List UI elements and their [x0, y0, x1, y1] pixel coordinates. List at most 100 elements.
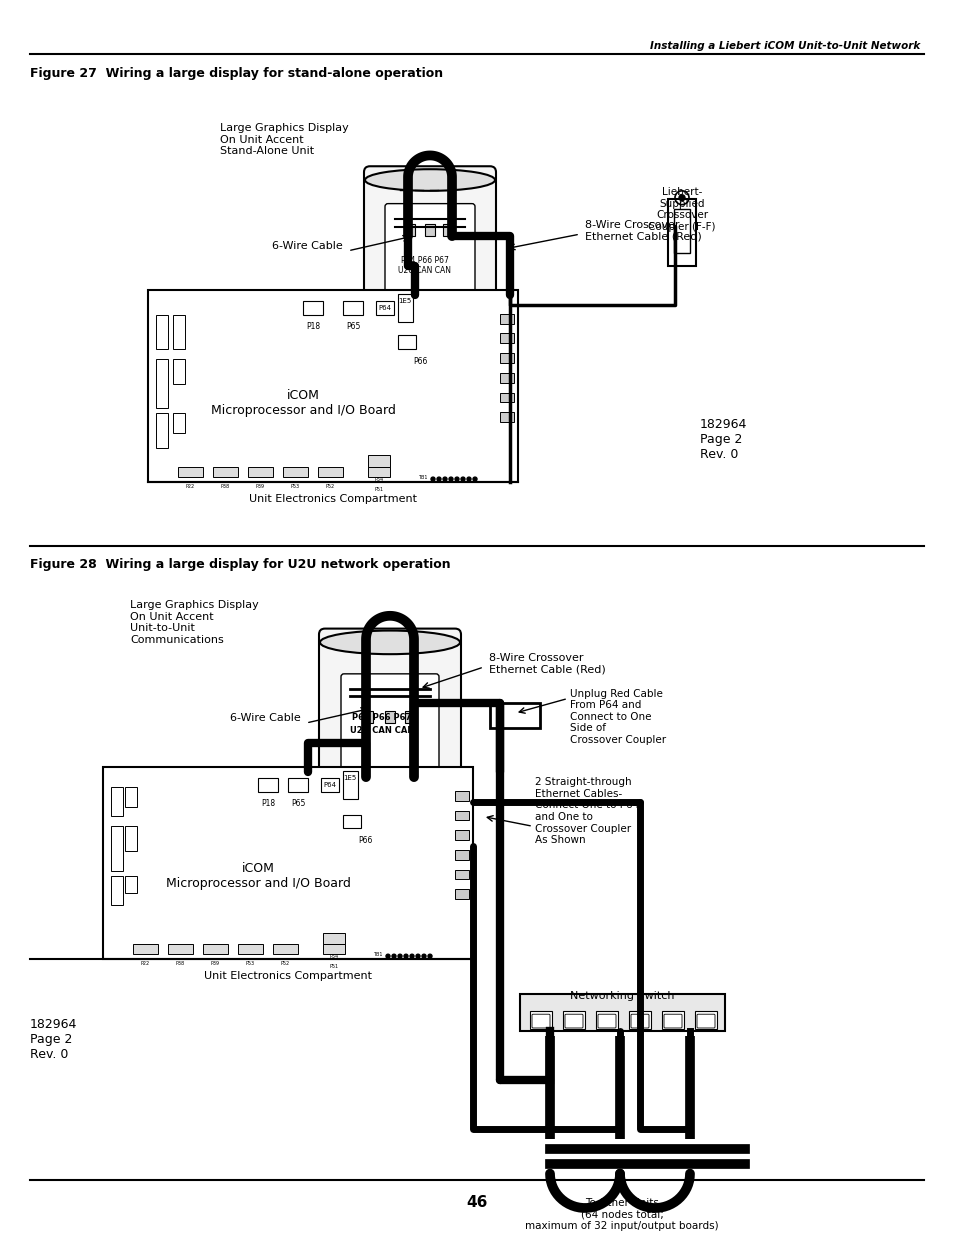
FancyBboxPatch shape	[385, 204, 475, 298]
Text: P54: P54	[329, 955, 338, 960]
Text: P64: P64	[323, 782, 336, 788]
Bar	[156, 315, 168, 350]
Bar	[125, 787, 137, 806]
Bar	[397, 294, 413, 321]
Bar	[172, 315, 185, 350]
Circle shape	[428, 955, 432, 958]
Text: P66: P66	[413, 357, 427, 366]
Text: P52: P52	[325, 484, 335, 489]
Bar	[519, 993, 724, 1031]
Text: 8-Wire Crossover
Ethernet Cable (Red): 8-Wire Crossover Ethernet Cable (Red)	[584, 220, 701, 242]
FancyBboxPatch shape	[630, 1014, 648, 1028]
Bar	[168, 945, 193, 955]
Text: P53: P53	[245, 961, 254, 966]
FancyBboxPatch shape	[598, 1014, 616, 1028]
Bar	[455, 889, 469, 899]
Text: P66: P66	[357, 836, 372, 845]
Circle shape	[473, 477, 476, 482]
Bar	[673, 209, 689, 253]
Bar	[317, 467, 343, 477]
Bar	[530, 1011, 552, 1029]
Circle shape	[410, 955, 414, 958]
Bar	[499, 373, 514, 383]
Text: P18: P18	[261, 799, 274, 808]
Bar	[455, 830, 469, 840]
Text: P39: P39	[211, 961, 219, 966]
Bar	[323, 932, 345, 945]
Bar	[103, 767, 473, 960]
Bar	[667, 199, 696, 266]
Bar	[596, 1011, 618, 1029]
Bar	[323, 945, 345, 955]
Circle shape	[421, 955, 426, 958]
Circle shape	[416, 955, 419, 958]
FancyBboxPatch shape	[564, 1014, 582, 1028]
Circle shape	[455, 477, 458, 482]
Bar	[499, 393, 514, 403]
Text: P39: P39	[255, 484, 264, 489]
Circle shape	[436, 477, 440, 482]
Text: 6-Wire Cable: 6-Wire Cable	[230, 713, 301, 724]
Text: P54: P54	[374, 477, 383, 482]
Text: Large Graphics Display
On Unit Accent
Unit-to-Unit
Communications: Large Graphics Display On Unit Accent Un…	[130, 600, 258, 645]
Circle shape	[449, 477, 453, 482]
Bar	[156, 414, 168, 447]
Circle shape	[392, 955, 395, 958]
Bar	[257, 778, 277, 792]
Bar	[442, 225, 453, 236]
Text: TB1: TB1	[417, 475, 427, 480]
FancyBboxPatch shape	[318, 629, 460, 793]
Text: P64 P66 P67: P64 P66 P67	[352, 713, 411, 722]
Text: 6-Wire Cable: 6-Wire Cable	[272, 241, 343, 251]
Bar	[283, 467, 308, 477]
Text: P22: P22	[185, 484, 194, 489]
Text: Large Graphics Display
On Unit Accent
Stand-Alone Unit: Large Graphics Display On Unit Accent St…	[220, 124, 349, 156]
Bar	[172, 359, 185, 384]
Bar	[499, 353, 514, 363]
Bar	[125, 876, 137, 893]
Bar	[111, 787, 123, 816]
Bar	[628, 1011, 650, 1029]
Circle shape	[679, 195, 684, 200]
Text: Liebert-
Supplied
Crossover
Coupler (F-F): Liebert- Supplied Crossover Coupler (F-F…	[648, 186, 715, 232]
Text: 182964
Page 2
Rev. 0: 182964 Page 2 Rev. 0	[30, 1018, 77, 1061]
Text: Installing a Liebert iCOM Unit-to-Unit Network: Installing a Liebert iCOM Unit-to-Unit N…	[649, 41, 919, 52]
Text: U2U CAN CAN: U2U CAN CAN	[398, 266, 451, 274]
Bar	[375, 301, 394, 315]
Text: Unit Electronics Compartment: Unit Electronics Compartment	[204, 971, 372, 981]
Text: Figure 28  Wiring a large display for U2U network operation: Figure 28 Wiring a large display for U2U…	[30, 558, 450, 571]
FancyBboxPatch shape	[364, 167, 496, 316]
Text: 182964
Page 2
Rev. 0: 182964 Page 2 Rev. 0	[700, 419, 746, 461]
Bar	[273, 945, 297, 955]
Text: P18: P18	[306, 321, 319, 331]
Bar	[562, 1011, 584, 1029]
Circle shape	[397, 955, 401, 958]
Bar	[490, 704, 539, 727]
FancyBboxPatch shape	[340, 674, 438, 778]
Bar	[248, 467, 273, 477]
Circle shape	[442, 477, 447, 482]
Text: Figure 27  Wiring a large display for stand-alone operation: Figure 27 Wiring a large display for sta…	[30, 67, 442, 80]
Bar	[405, 711, 415, 722]
Ellipse shape	[365, 169, 495, 191]
Bar	[156, 359, 168, 409]
Bar	[172, 414, 185, 432]
Text: TB1: TB1	[373, 952, 382, 957]
Text: P22: P22	[140, 961, 150, 966]
Ellipse shape	[319, 631, 459, 655]
Bar	[397, 336, 416, 350]
Bar	[343, 815, 360, 829]
Bar	[111, 826, 123, 871]
Bar	[148, 290, 517, 482]
Text: P64 P66 P67: P64 P66 P67	[400, 256, 449, 264]
Text: U2U CAN CAN: U2U CAN CAN	[350, 726, 414, 735]
Text: 1E5: 1E5	[343, 776, 356, 782]
Bar	[424, 225, 435, 236]
Circle shape	[460, 477, 464, 482]
Bar	[343, 771, 357, 799]
Bar	[288, 778, 308, 792]
FancyBboxPatch shape	[663, 1014, 681, 1028]
Bar	[132, 945, 158, 955]
Bar	[368, 456, 390, 467]
Bar	[405, 225, 415, 236]
